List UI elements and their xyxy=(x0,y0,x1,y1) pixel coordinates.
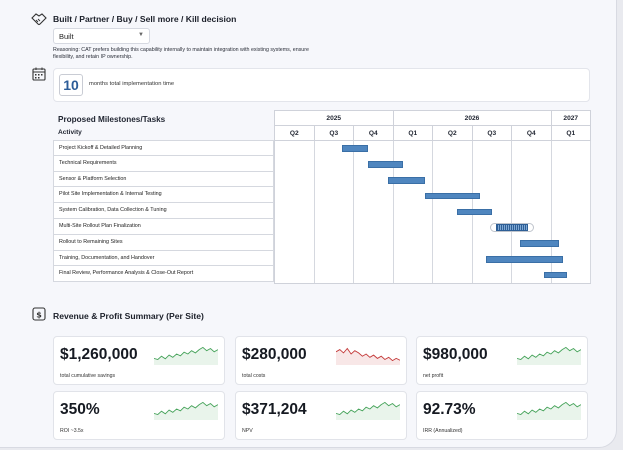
implementation-label: months total implementation time xyxy=(89,81,175,87)
metric-value: 350% xyxy=(60,401,100,418)
metric-label: IRR (Annualized) xyxy=(423,428,463,434)
year-header: 2027 xyxy=(551,111,591,126)
gantt-title: Proposed Milestones/Tasks xyxy=(58,115,166,124)
quarter-gridline xyxy=(550,141,552,283)
calendar-icon xyxy=(31,66,47,82)
year-header: 2026 xyxy=(393,111,552,126)
gantt-bar[interactable] xyxy=(543,271,568,279)
task-row: Multi-Site Rollout Plan Finalization xyxy=(53,218,274,235)
summary-title: Revenue & Profit Summary (Per Site) xyxy=(53,311,204,321)
decision-select-value: Built xyxy=(59,32,74,41)
quarter-header: Q3 xyxy=(472,126,512,141)
quarter-header: Q3 xyxy=(314,126,354,141)
task-row: Project Kickoff & Detailed Planning xyxy=(53,140,274,156)
svg-text:$: $ xyxy=(36,311,42,320)
gantt-bar[interactable] xyxy=(342,145,368,152)
metric-label: ROI ~3.5x xyxy=(60,428,84,434)
gantt-bar[interactable] xyxy=(519,240,560,247)
quarter-header: Q2 xyxy=(275,126,315,141)
timeline: 2025 2026 2027 Q2 Q3 Q4 Q1 Q2 Q3 Q4 Q1 xyxy=(274,110,591,284)
metric-card: 92.73% IRR (Annualized) xyxy=(416,391,588,440)
gantt-bar[interactable] xyxy=(367,161,404,168)
gantt-bar[interactable] xyxy=(496,224,528,231)
year-header: 2025 xyxy=(275,111,394,126)
gantt-chart: Proposed Milestones/Tasks Activity Proje… xyxy=(53,110,591,286)
metric-card: $280,000 total costs xyxy=(235,336,407,385)
quarter-gridline xyxy=(511,141,512,283)
quarter-gridline xyxy=(392,141,394,283)
task-row: Pilot Site Implementation & Internal Tes… xyxy=(53,187,274,204)
metric-card: $1,260,000 total cumulative savings xyxy=(53,336,225,385)
metric-card: $980,000 net profit xyxy=(416,336,588,385)
handshake-icon xyxy=(31,11,47,27)
quarter-header: Q1 xyxy=(393,126,433,141)
metric-value: $980,000 xyxy=(423,346,488,363)
sparkline xyxy=(154,346,218,365)
task-row: Rollout to Remaining Sites xyxy=(53,234,274,251)
metric-value: 92.73% xyxy=(423,401,476,418)
implementation-months: 10 xyxy=(59,74,83,96)
decision-title: Built / Partner / Buy / Sell more / Kill… xyxy=(53,14,237,24)
quarter-header: Q4 xyxy=(512,126,552,141)
quarter-header: Q1 xyxy=(551,126,591,141)
metric-card: 350% ROI ~3.5x xyxy=(53,391,225,440)
decision-reasoning: Reasoning: CAT prefers building this cap… xyxy=(53,47,309,61)
metric-label: NPV xyxy=(242,428,253,434)
quarter-header: Q2 xyxy=(433,126,473,141)
chevron-down-icon: ▼ xyxy=(138,32,144,38)
sparkline xyxy=(336,401,400,420)
quarter-header: Q4 xyxy=(354,126,394,141)
implementation-card: 10 months total implementation time xyxy=(53,68,590,102)
task-row: Training, Documentation, and Handover xyxy=(53,250,274,267)
sparkline xyxy=(517,346,581,365)
sparkline xyxy=(517,401,581,420)
metric-label: net profit xyxy=(423,373,444,379)
metric-value: $280,000 xyxy=(242,346,307,363)
quarter-gridline xyxy=(432,141,433,283)
metric-value: $1,260,000 xyxy=(60,346,138,363)
task-row: Final Review, Performance Analysis & Clo… xyxy=(53,266,274,283)
task-row: Sensor & Platform Selection xyxy=(53,171,274,188)
gantt-bar[interactable] xyxy=(387,177,426,184)
metric-label: total cumulative savings xyxy=(60,373,116,379)
gantt-bar[interactable] xyxy=(456,208,493,216)
gantt-bar[interactable] xyxy=(425,192,481,200)
quarter-gridline xyxy=(353,141,354,283)
sparkline xyxy=(336,347,400,365)
metric-card: $371,204 NPV xyxy=(235,391,407,440)
activity-header: Activity xyxy=(58,129,82,136)
task-row: System Calibration, Data Collection & Tu… xyxy=(53,203,274,219)
sparkline xyxy=(154,401,218,420)
metric-label: total costs xyxy=(242,373,266,379)
decision-select[interactable]: Built ▼ xyxy=(53,28,150,44)
task-row: Technical Requirements xyxy=(53,155,274,172)
money-bag-icon: $ xyxy=(31,306,47,322)
quarter-gridline xyxy=(313,141,315,283)
metric-value: $371,204 xyxy=(242,401,307,418)
quarter-gridline xyxy=(590,141,591,283)
gantt-bar[interactable] xyxy=(486,256,564,263)
task-list: Project Kickoff & Detailed Planning Techn… xyxy=(53,140,274,283)
